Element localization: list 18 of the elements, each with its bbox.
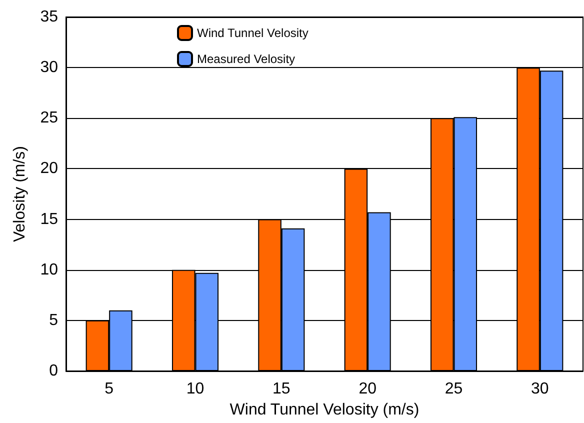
x-tick-label: 5 <box>104 380 114 398</box>
y-tick-label: 20 <box>40 160 58 178</box>
y-tick-label: 5 <box>49 312 58 329</box>
y-tick-label: 30 <box>40 59 58 76</box>
y-tick-label: 25 <box>40 110 58 127</box>
x-tick-label: 10 <box>186 380 204 398</box>
x-tick-label: 15 <box>272 380 290 398</box>
y-axis-title: Velosity (m/s) <box>12 146 28 242</box>
y-tick-label: 15 <box>40 210 58 228</box>
y-tick-label: 0 <box>49 362 58 380</box>
y-tick-label: 10 <box>40 261 58 278</box>
legend-label: Measured Velosity <box>197 52 296 66</box>
x-tick-label: 25 <box>444 380 463 398</box>
x-tick-label: 30 <box>531 380 549 398</box>
x-tick-label: 20 <box>358 380 377 398</box>
x-axis-title: Wind Tunnel Velosity (m/s) <box>230 401 420 418</box>
legend-label: Wind Tunnel Velosity <box>197 26 308 40</box>
y-tick-label: 35 <box>40 8 58 26</box>
